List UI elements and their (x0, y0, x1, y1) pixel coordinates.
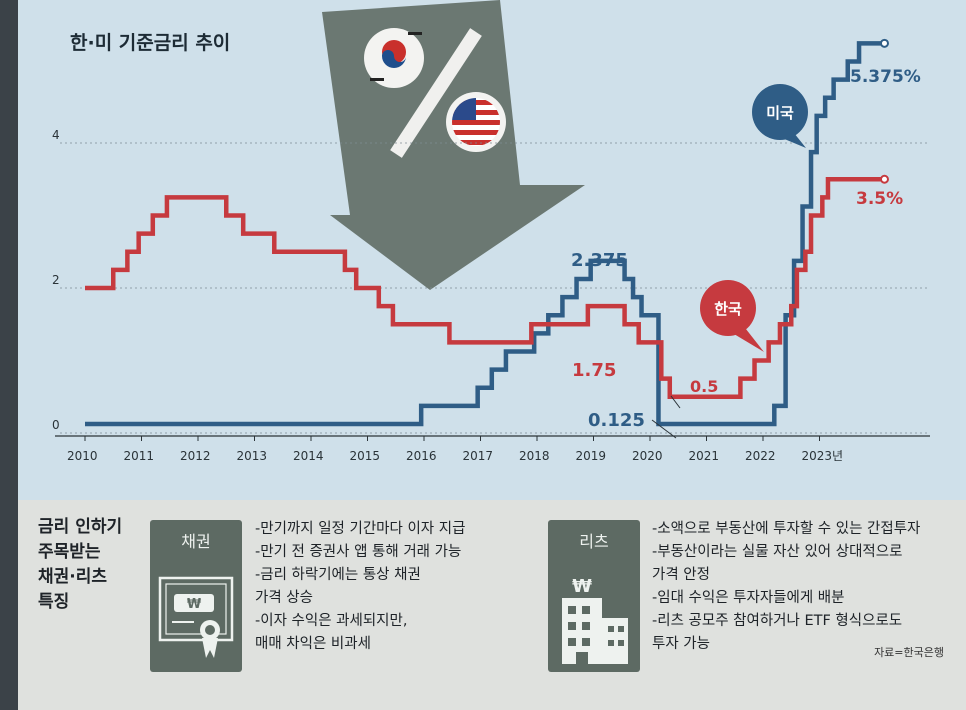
data-labels: 5.375% 3.5% 2.375 1.75 0.5 0.125 (571, 67, 921, 439)
y-tick-label: 0 (52, 418, 60, 432)
bond-card: 채권 ₩ (150, 520, 242, 672)
series-end-point (879, 174, 889, 184)
x-tick-label: 2021 (689, 449, 720, 463)
legend-bubble-kr: 한국 (700, 280, 756, 336)
reit-feature-item: -부동산이라는 실물 자산 있어 상대적으로 (652, 544, 903, 560)
x-tick-label: 2016 (406, 449, 437, 463)
us-end-label: 5.375% (850, 67, 921, 87)
rate-cut-arrow-graphic (322, 0, 585, 290)
x-tick-label: 2014 (293, 449, 324, 463)
features-title-line: 금리 인하기 (38, 517, 123, 537)
bond-certificate-icon: ₩ (158, 576, 234, 658)
page-edge (0, 0, 18, 710)
bond-feature-item: -금리 하락기에는 통상 채권 (255, 567, 421, 583)
features-title: 금리 인하기 주목받는 채권·리츠 특징 (38, 515, 148, 615)
series-end-point (879, 38, 889, 48)
x-axis: 2010 2011 2012 2013 2014 2015 2016 2017 2018 2019… (67, 436, 843, 463)
x-tick-label: 2018 (519, 449, 550, 463)
y-axis: 0 2 4 (52, 128, 60, 432)
reit-card: 리츠 ₩ (548, 520, 640, 672)
bond-feature-item: 매매 차익은 비과세 (255, 636, 371, 652)
reit-card-label: 리츠 (579, 532, 609, 551)
series-layer (85, 38, 889, 427)
features-title-line: 특징 (38, 592, 70, 612)
y-tick-label: 4 (52, 128, 60, 142)
reit-feature-item: 가격 안정 (652, 567, 710, 583)
source-note: 자료=한국은행 (874, 646, 944, 659)
kr-end-label: 3.5% (856, 189, 903, 209)
bond-card-label: 채권 (181, 532, 211, 551)
x-tick-label: 2023년 (802, 449, 844, 463)
kr-low-leader (670, 395, 681, 409)
reit-feature-item: -소액으로 부동산에 투자할 수 있는 간접투자 (652, 521, 921, 537)
reit-features: -소액으로 부동산에 투자할 수 있는 간접투자 -부동산이라는 실물 자산 있… (652, 518, 920, 656)
kr-low-label: 0.5 (690, 377, 718, 396)
bond-features: -만기까지 일정 기간마다 이자 지급 -만기 전 증권사 앱 통해 거래 가능… (255, 518, 465, 656)
x-tick-label: 2011 (124, 449, 155, 463)
us-low-leader (651, 419, 677, 439)
us-low-label: 0.125 (588, 410, 645, 431)
reit-feature-item: -리츠 공모주 참여하거나 ETF 형식으로도 (652, 613, 903, 629)
x-tick-label: 2019 (576, 449, 607, 463)
reit-feature-item: -임대 수익은 투자자들에게 배분 (652, 590, 845, 606)
chart-grid (55, 142, 930, 437)
kr-mid-label: 1.75 (572, 360, 616, 381)
x-tick-label: 2020 (632, 449, 663, 463)
bond-feature-item: -이자 수익은 과세되지만, (255, 613, 408, 629)
building-icon: ₩ (562, 576, 628, 664)
x-tick-label: 2017 (463, 449, 494, 463)
features-title-line: 주목받는 (38, 542, 101, 562)
legend-bubble-us: 미국 (752, 84, 808, 140)
reit-feature-item: 투자 가능 (652, 636, 710, 652)
x-tick-label: 2015 (350, 449, 381, 463)
series-line-us (85, 41, 885, 427)
series-line-kr (85, 177, 885, 399)
y-tick-label: 2 (52, 273, 60, 287)
chart-title: 한·미 기준금리 추이 (70, 32, 231, 54)
rate-chart: 0 2 4 2010 2011 2012 2013 2014 2015 2016 2017 2018… (52, 0, 930, 463)
svg-text:₩: ₩ (187, 597, 202, 612)
x-tick-label: 2022 (745, 449, 776, 463)
x-tick-label: 2010 (67, 449, 98, 463)
x-tick-label: 2012 (180, 449, 211, 463)
us-peak-label: 2.375 (571, 250, 628, 271)
bond-feature-item: -만기 전 증권사 앱 통해 거래 가능 (255, 544, 462, 560)
bond-feature-item: 가격 상승 (255, 590, 313, 606)
svg-text:₩: ₩ (572, 576, 592, 597)
features-title-line: 채권·리츠 (38, 567, 108, 587)
x-tick-label: 2013 (237, 449, 268, 463)
bond-feature-item: -만기까지 일정 기간마다 이자 지급 (255, 521, 466, 537)
